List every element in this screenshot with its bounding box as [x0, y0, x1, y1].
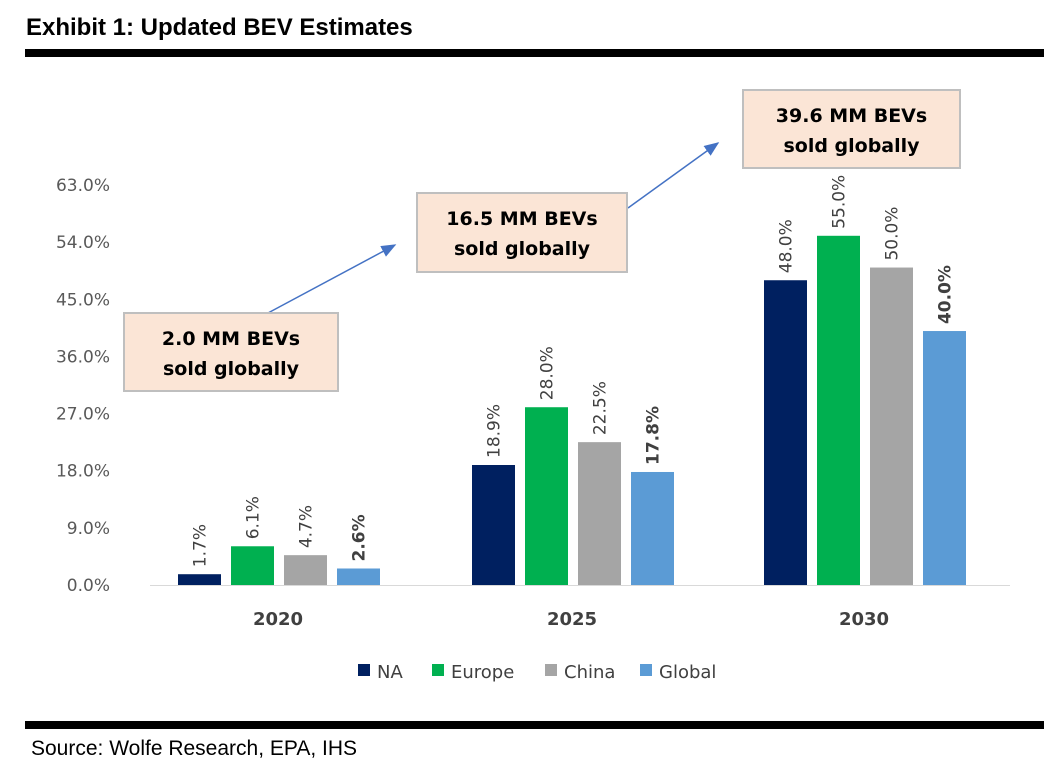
arrow-2020-2025 — [267, 244, 397, 314]
legend-label: Global — [659, 662, 716, 683]
legend-label: NA — [377, 662, 403, 683]
callout-line2: sold globally — [454, 238, 591, 260]
bar-china-2020 — [284, 555, 327, 585]
top-rule — [25, 49, 1044, 57]
bar-europe-2025 — [525, 407, 568, 585]
bar-global-2020 — [337, 568, 380, 585]
y-tick-label: 18.0% — [56, 462, 110, 482]
data-label: 40.0% — [936, 265, 956, 324]
legend-label: Europe — [451, 662, 514, 683]
bar-china-2025 — [578, 442, 621, 585]
bar-na-2030 — [764, 280, 807, 585]
data-label: 6.1% — [244, 496, 264, 539]
data-label: 18.9% — [485, 404, 505, 458]
callout-line2: sold globally — [163, 358, 300, 380]
callout-box — [123, 312, 339, 392]
data-label: 50.0% — [883, 207, 903, 261]
y-tick-label: 36.0% — [56, 347, 110, 367]
bar-europe-2030 — [817, 235, 860, 586]
bar-europe-2020 — [231, 546, 274, 585]
chart-title: Exhibit 1: Updated BEV Estimates — [26, 14, 413, 41]
legend-label: China — [564, 662, 615, 683]
y-tick-label: 0.0% — [67, 576, 110, 596]
y-tick-label: 45.0% — [56, 290, 110, 310]
data-label: 48.0% — [777, 219, 797, 273]
data-label: 2.6% — [350, 514, 370, 561]
callout-line1: 2.0 MM BEVs — [162, 328, 300, 350]
x-tick-label: 2030 — [839, 609, 889, 630]
legend-swatch-europe — [432, 664, 444, 676]
bar-global-2025 — [631, 471, 674, 585]
callout-line2: sold globally — [783, 135, 920, 157]
data-label: 28.0% — [538, 346, 558, 400]
callout-box — [742, 89, 961, 169]
callout-line1: 39.6 MM BEVs — [776, 105, 927, 127]
data-label: 17.8% — [644, 406, 664, 465]
y-tick-label: 27.0% — [56, 405, 110, 425]
x-tick-label: 2020 — [253, 609, 303, 630]
x-tick-label: 2025 — [547, 609, 597, 630]
data-label: 55.0% — [830, 175, 850, 229]
bar-na-2025 — [472, 465, 515, 585]
data-label: 22.5% — [591, 381, 611, 435]
callout-box — [416, 192, 628, 273]
legend-swatch-china — [545, 664, 557, 676]
arrow-2025-2030 — [627, 142, 720, 209]
callout-line1: 16.5 MM BEVs — [446, 208, 597, 230]
data-label: 1.7% — [191, 524, 211, 567]
y-tick-label: 63.0% — [56, 176, 110, 196]
y-tick-label: 9.0% — [67, 519, 110, 539]
bar-china-2030 — [870, 267, 913, 585]
legend-swatch-na — [358, 664, 370, 676]
bar-na-2020 — [178, 574, 221, 585]
bottom-rule — [25, 721, 1044, 729]
bar-global-2030 — [923, 331, 966, 585]
data-label: 4.7% — [297, 505, 317, 548]
legend-swatch-global — [640, 664, 652, 676]
source-note: Source: Wolfe Research, EPA, IHS — [31, 737, 358, 760]
y-tick-label: 54.0% — [56, 233, 110, 253]
